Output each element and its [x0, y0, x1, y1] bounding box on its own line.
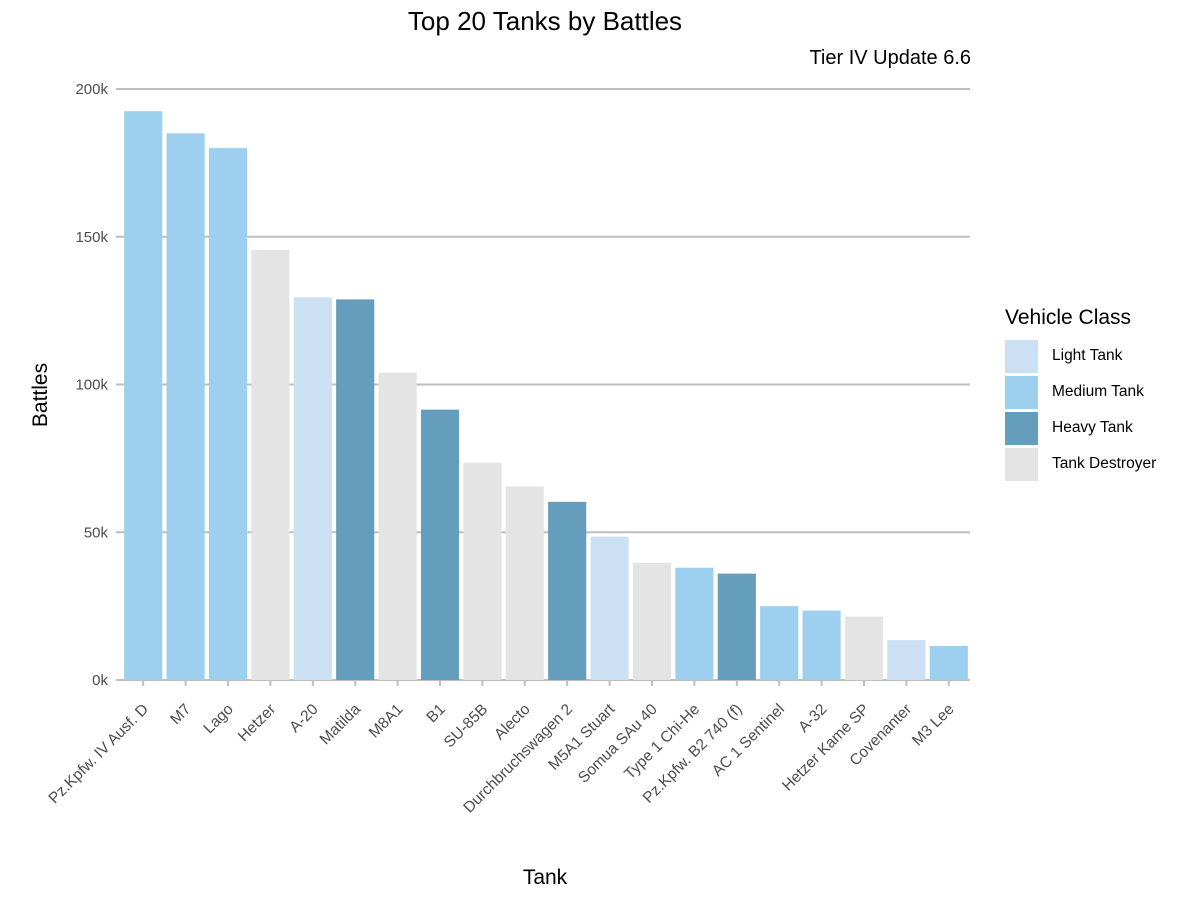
y-tick-label: 200k	[75, 81, 108, 98]
legend-items: Light Tank Medium Tank Heavy Tank Tank Dest…	[1005, 338, 1156, 482]
bar	[887, 640, 926, 680]
y-axis: 0k 50k 100k 150k 200k	[75, 81, 108, 689]
x-tick-label: Type 1 Chi-He	[621, 701, 703, 783]
legend: Vehicle Class Light Tank Medium Tank Heavy…	[1005, 306, 1156, 482]
legend-label: Light Tank	[1052, 347, 1123, 364]
bar	[166, 133, 205, 680]
bar	[336, 299, 375, 680]
x-tick-label: Pz.Kpfw. IV Ausf. D	[46, 701, 152, 807]
bar	[463, 462, 502, 680]
y-axis-label: Battles	[29, 363, 52, 427]
chart-title: Top 20 Tanks by Battles	[407, 6, 683, 36]
bar	[717, 573, 756, 680]
bars	[124, 111, 968, 681]
bar	[505, 486, 544, 680]
legend-item: Heavy Tank	[1005, 410, 1156, 446]
legend-label: Medium Tank	[1052, 383, 1144, 400]
bar	[124, 111, 163, 681]
legend-item: Light Tank	[1005, 338, 1156, 374]
bar	[802, 610, 841, 680]
bar	[293, 297, 332, 680]
y-tick-label: 0k	[92, 672, 108, 689]
x-tick-label: Hetzer	[235, 701, 279, 745]
legend-label: Heavy Tank	[1052, 419, 1133, 436]
bar	[844, 616, 884, 680]
legend-item: Tank Destroyer	[1005, 446, 1156, 482]
bar	[548, 501, 587, 680]
bar	[632, 562, 672, 680]
bar	[760, 606, 799, 680]
legend-title: Vehicle Class	[1005, 306, 1132, 329]
bar	[590, 536, 629, 680]
y-tick-label: 100k	[75, 377, 108, 394]
x-tick-label: SU-85B	[441, 701, 491, 751]
legend-label: Tank Destroyer	[1052, 455, 1157, 472]
bar	[378, 372, 417, 680]
y-tick-label: 150k	[75, 229, 108, 246]
bar	[675, 567, 714, 680]
x-tick-label: M3 Lee	[909, 701, 958, 750]
x-tick-label: M7	[167, 701, 194, 728]
bar	[929, 646, 968, 680]
legend-swatch	[1005, 411, 1038, 445]
y-tick-label: 50k	[84, 524, 109, 541]
x-axis-label: Tank	[523, 866, 568, 889]
x-tick-label: Lago	[200, 701, 236, 737]
x-tick-label: A-32	[795, 701, 830, 736]
legend-item: Medium Tank	[1005, 374, 1156, 410]
chart-subtitle: Tier IV Update 6.6	[809, 47, 971, 69]
legend-swatch	[1005, 339, 1038, 373]
legend-swatch	[1005, 447, 1038, 481]
bar	[420, 409, 460, 680]
bar	[251, 250, 290, 681]
legend-swatch	[1005, 375, 1038, 409]
x-tick-label: Matilda	[317, 701, 365, 749]
x-tick-label: M8A1	[366, 701, 407, 742]
x-tick-label: A-20	[286, 701, 321, 736]
bar	[208, 148, 248, 681]
x-tick-label: B1	[423, 701, 448, 726]
